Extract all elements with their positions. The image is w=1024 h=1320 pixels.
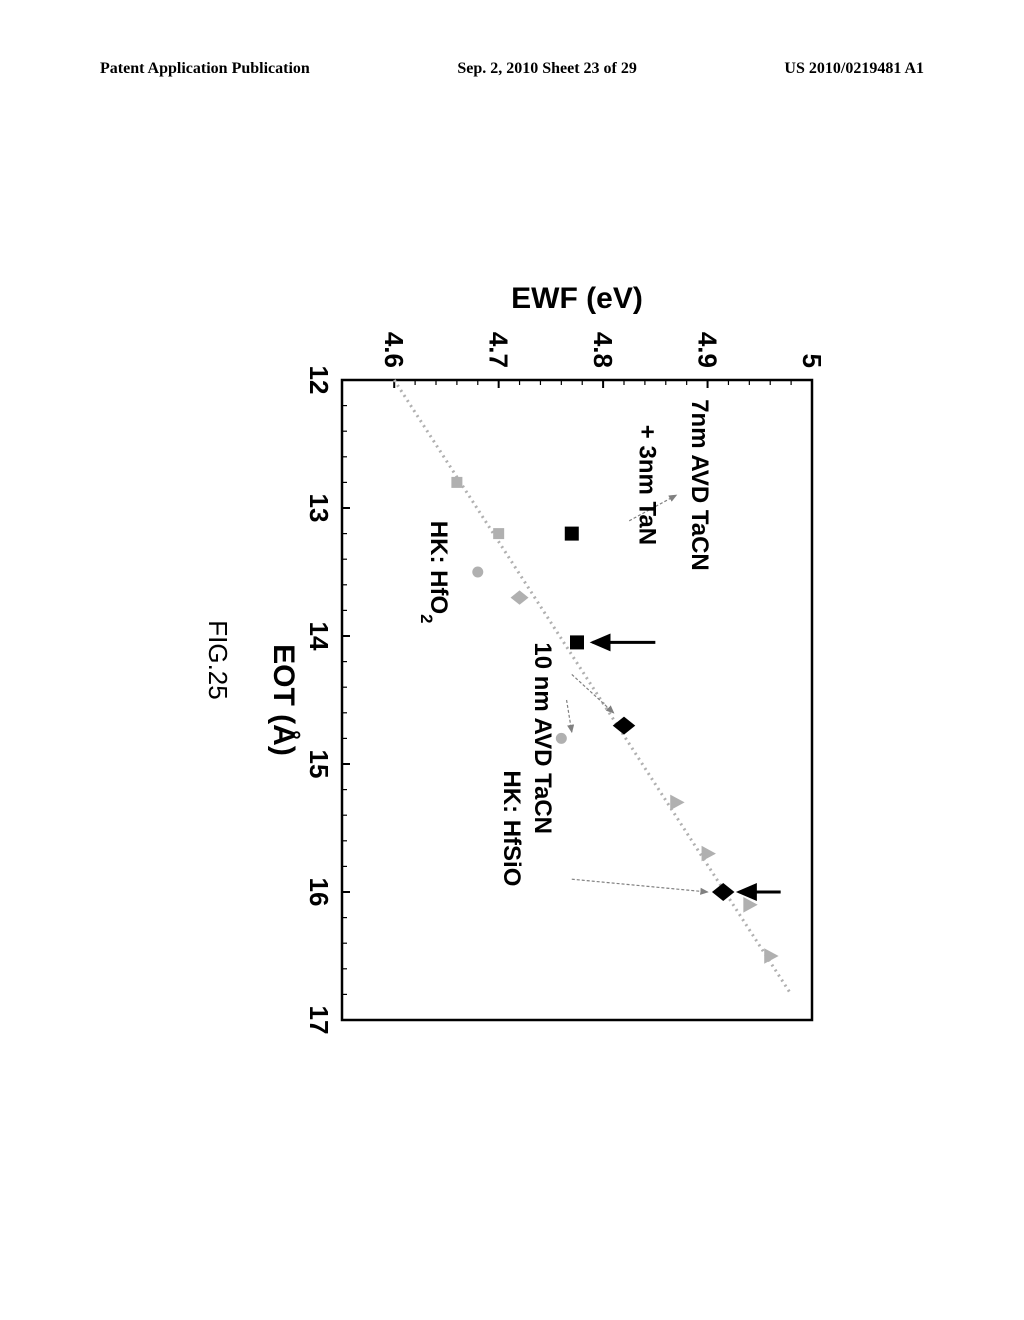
- svg-text:4.7: 4.7: [484, 332, 514, 368]
- svg-text:15: 15: [304, 750, 334, 779]
- figure-caption: FIG.25: [202, 620, 233, 699]
- svg-text:14: 14: [304, 622, 334, 651]
- svg-text:4.6: 4.6: [379, 332, 409, 368]
- svg-text:4.9: 4.9: [693, 332, 723, 368]
- svg-text:EWF (eV): EWF (eV): [511, 282, 643, 315]
- svg-text:16: 16: [304, 878, 334, 907]
- svg-text:4.8: 4.8: [588, 332, 618, 368]
- svg-text:10 nm AVD TaCN: 10 nm AVD TaCN: [529, 642, 556, 834]
- svg-text:13: 13: [304, 494, 334, 523]
- svg-text:12: 12: [304, 366, 334, 395]
- header-left: Patent Application Publication: [100, 60, 310, 78]
- header-center: Sep. 2, 2010 Sheet 23 of 29: [457, 60, 637, 78]
- chart-svg: 12 13 14 15 16 17 4.6 4.7 4.8 4.9 5 EOT (Å) EWF (eV)…: [262, 280, 822, 1040]
- svg-text:HK: HfSiO: HK: HfSiO: [498, 770, 525, 886]
- svg-text:17: 17: [304, 1006, 334, 1035]
- header-right: US 2010/0219481 A1: [784, 60, 924, 78]
- figure-container: 12 13 14 15 16 17 4.6 4.7 4.8 4.9 5 EOT (Å) EWF (eV)…: [202, 280, 822, 1040]
- svg-text:EOT (Å): EOT (Å): [267, 644, 300, 756]
- svg-text:7nm AVD TaCN: 7nm AVD TaCN: [686, 399, 713, 571]
- svg-text:5: 5: [797, 354, 822, 368]
- svg-text:+ 3nm TaN: + 3nm TaN: [634, 425, 661, 545]
